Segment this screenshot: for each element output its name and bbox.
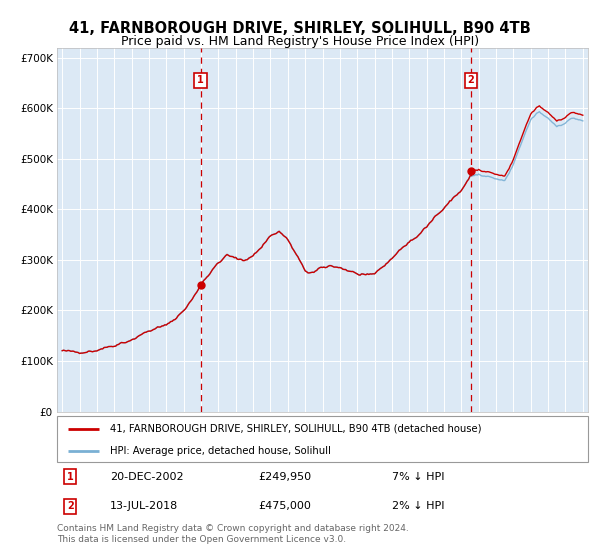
- Text: 7% ↓ HPI: 7% ↓ HPI: [392, 472, 444, 482]
- Text: 2: 2: [67, 501, 74, 511]
- Text: 13-JUL-2018: 13-JUL-2018: [110, 501, 178, 511]
- Text: 41, FARNBOROUGH DRIVE, SHIRLEY, SOLIHULL, B90 4TB: 41, FARNBOROUGH DRIVE, SHIRLEY, SOLIHULL…: [69, 21, 531, 36]
- Text: £475,000: £475,000: [259, 501, 311, 511]
- Text: 41, FARNBOROUGH DRIVE, SHIRLEY, SOLIHULL, B90 4TB (detached house): 41, FARNBOROUGH DRIVE, SHIRLEY, SOLIHULL…: [110, 424, 482, 434]
- Text: 1: 1: [197, 76, 204, 86]
- Text: 1: 1: [67, 472, 74, 482]
- Text: 20-DEC-2002: 20-DEC-2002: [110, 472, 184, 482]
- Text: 2: 2: [467, 76, 474, 86]
- Text: Contains HM Land Registry data © Crown copyright and database right 2024.
This d: Contains HM Land Registry data © Crown c…: [57, 524, 409, 544]
- Text: Price paid vs. HM Land Registry's House Price Index (HPI): Price paid vs. HM Land Registry's House …: [121, 35, 479, 48]
- Text: HPI: Average price, detached house, Solihull: HPI: Average price, detached house, Soli…: [110, 446, 331, 455]
- Text: 2% ↓ HPI: 2% ↓ HPI: [392, 501, 444, 511]
- Text: £249,950: £249,950: [259, 472, 312, 482]
- FancyBboxPatch shape: [57, 416, 588, 462]
